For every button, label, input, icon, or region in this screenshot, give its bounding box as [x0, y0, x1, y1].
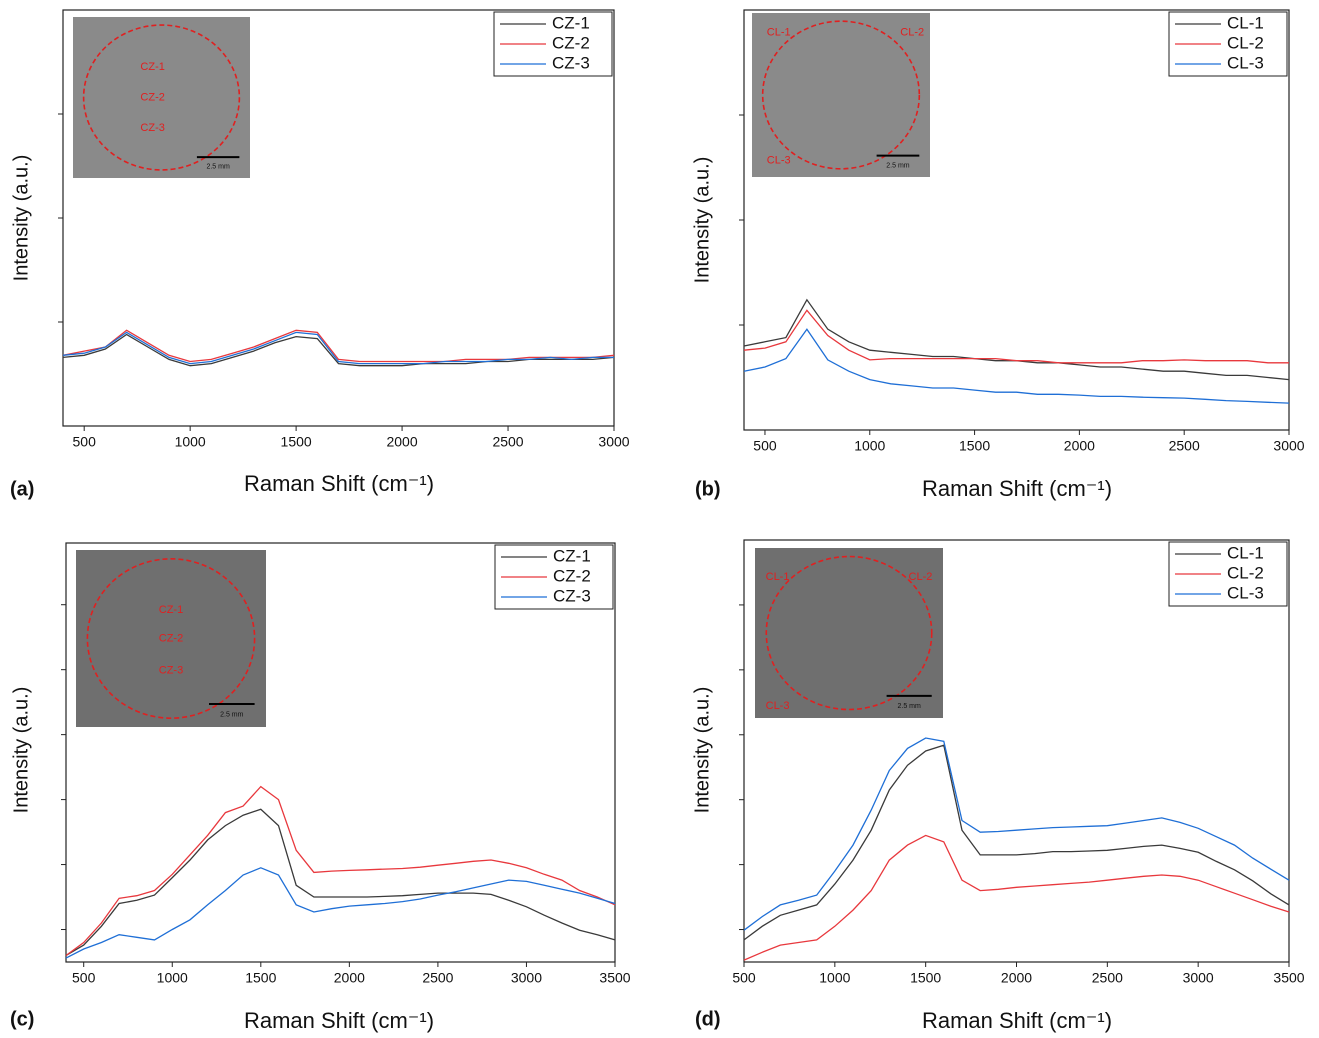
series-line [65, 785, 616, 957]
inset-label: CL-2 [900, 27, 924, 39]
legend-label: CL-1 [1227, 13, 1264, 32]
inset-label: CZ-2 [140, 91, 164, 103]
x-axis-title: Raman Shift (cm⁻¹) [244, 1008, 434, 1033]
y-axis-title: Intensity (a.u.) [691, 687, 713, 814]
x-tick-label: 3000 [1183, 970, 1214, 986]
y-axis-title: Intensity (a.u.) [691, 157, 713, 284]
scale-bar-label: 2.5 mm [886, 162, 910, 169]
plot-frame [65, 542, 616, 963]
series-line [743, 834, 1290, 961]
inset-circle [82, 24, 241, 171]
x-tick-label: 2000 [1001, 970, 1032, 986]
x-tick-label: 2000 [1064, 438, 1095, 454]
panel-label: (d) [695, 1008, 721, 1030]
legend-label: CZ-2 [552, 33, 590, 52]
x-tick-label: 500 [753, 438, 777, 454]
x-tick-label: 1500 [281, 434, 312, 450]
x-tick-label: 1000 [157, 970, 188, 986]
inset-circle [761, 20, 921, 170]
inset-label: CZ-3 [140, 122, 164, 134]
legend-label: CL-2 [1227, 33, 1264, 52]
inset-label: CZ-1 [140, 61, 164, 73]
panel-label: (c) [10, 1008, 34, 1030]
panel-label: (b) [695, 478, 721, 500]
inset-image [752, 13, 930, 177]
inset-circle [765, 555, 933, 711]
inset-label: CZ-2 [159, 632, 183, 644]
series-line [62, 333, 615, 367]
series-line [743, 744, 1290, 941]
series-line [743, 328, 1290, 404]
x-tick-label: 2000 [386, 434, 417, 450]
x-tick-label: 500 [72, 970, 96, 986]
x-tick-label: 3500 [599, 970, 630, 986]
panel-label: (a) [10, 478, 34, 500]
series-line [62, 331, 614, 365]
inset-image [755, 548, 943, 718]
series-line [743, 737, 1290, 931]
x-tick-label: 1500 [910, 970, 941, 986]
y-axis-title: Intensity (a.u.) [10, 687, 32, 814]
legend-label: CL-1 [1227, 543, 1264, 562]
inset-circle [86, 558, 256, 719]
scale-bar-label: 2.5 mm [220, 711, 244, 718]
x-tick-label: 1000 [175, 434, 206, 450]
x-tick-label: 1000 [854, 438, 885, 454]
series-line [743, 298, 1290, 381]
inset-label: CZ-3 [159, 664, 183, 676]
series-line [65, 867, 616, 959]
inset-label: CL-3 [766, 700, 790, 712]
legend-label: CZ-1 [553, 546, 591, 565]
x-tick-label: 1500 [245, 970, 276, 986]
series-line [743, 309, 1289, 364]
x-tick-label: 2500 [492, 434, 523, 450]
x-tick-label: 1500 [959, 438, 990, 454]
x-tick-label: 500 [73, 434, 97, 450]
inset-label: CL-2 [909, 571, 933, 583]
x-tick-label: 1000 [819, 970, 850, 986]
x-tick-label: 2500 [1092, 970, 1123, 986]
legend-label: CZ-2 [553, 566, 591, 585]
inset-label: CL-1 [767, 27, 791, 39]
series-line [62, 329, 615, 363]
inset-image [73, 17, 250, 178]
legend-label: CL-3 [1227, 583, 1264, 602]
x-tick-label: 3000 [1273, 438, 1304, 454]
x-tick-label: 2000 [334, 970, 365, 986]
series-line [65, 808, 616, 957]
x-tick-label: 3000 [598, 434, 629, 450]
scale-bar-label: 2.5 mm [897, 703, 921, 710]
x-axis-title: Raman Shift (cm⁻¹) [922, 1008, 1112, 1033]
x-tick-label: 3000 [511, 970, 542, 986]
y-axis-title: Intensity (a.u.) [10, 155, 32, 282]
x-axis-title: Raman Shift (cm⁻¹) [244, 471, 434, 496]
x-tick-label: 500 [732, 970, 756, 986]
x-tick-label: 3500 [1273, 970, 1304, 986]
legend-label: CZ-3 [552, 53, 590, 72]
x-tick-label: 2500 [1169, 438, 1200, 454]
inset-label: CZ-1 [159, 604, 183, 616]
inset-image [76, 550, 266, 727]
scale-bar-label: 2.5 mm [206, 164, 230, 171]
inset-label: CL-1 [766, 571, 790, 583]
legend-label: CL-2 [1227, 563, 1264, 582]
x-tick-label: 2500 [422, 970, 453, 986]
x-axis-title: Raman Shift (cm⁻¹) [922, 476, 1112, 501]
legend-label: CZ-3 [553, 586, 591, 605]
inset-label: CL-3 [767, 155, 791, 167]
legend-label: CZ-1 [552, 13, 590, 32]
legend-label: CL-3 [1227, 53, 1264, 72]
